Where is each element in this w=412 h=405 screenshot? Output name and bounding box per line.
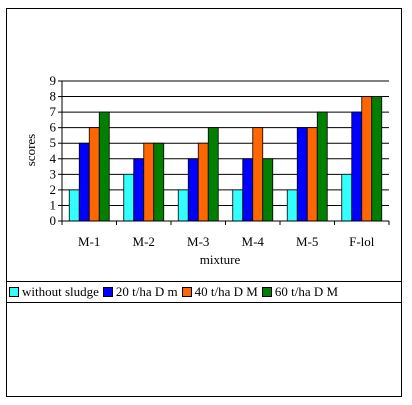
bar-f-lol-series-2 (351, 111, 363, 222)
legend-item-2: 20 t/ha D m (102, 284, 178, 300)
legend-label-2: 20 t/ha D m (115, 284, 178, 299)
legend-swatch-2 (102, 287, 113, 297)
legend-item-3: 40 t/ha D M (181, 284, 258, 300)
bar-m-1-series-2 (78, 142, 90, 222)
y-tick-label-4: 4 (50, 151, 57, 166)
legend-swatch-4 (261, 287, 272, 297)
bar-m-2-series-2 (133, 158, 145, 222)
x-tick-label-m-1: M-1 (78, 234, 100, 249)
bar-m-5-series-4 (316, 111, 328, 222)
bar-m-3-series-2 (187, 158, 199, 222)
legend-swatch-3 (181, 287, 192, 297)
legend: without sludge 20 t/ha D m 40 t/ha D M 60 t… (9, 284, 342, 300)
y-tick-label-7: 7 (50, 104, 57, 119)
bar-m-2-series-1 (123, 173, 135, 222)
bar-m-1-series-1 (68, 189, 80, 222)
x-axis-title: mixture (200, 252, 241, 267)
y-tick-label-6: 6 (50, 120, 57, 135)
x-tick-label-m-2: M-2 (133, 234, 155, 249)
bar-m-1-series-4 (98, 111, 110, 222)
legend-swatch-1 (9, 287, 19, 297)
legend-item-4: 60 t/ha D M (261, 284, 339, 300)
bar-m-4-series-2 (242, 158, 254, 222)
x-tick-label-m-3: M-3 (187, 234, 209, 249)
bar-m-5-series-1 (286, 189, 298, 222)
legend-box (6, 281, 402, 303)
y-tick-label-1: 1 (50, 197, 57, 212)
bar-m-4-series-3 (252, 127, 264, 222)
y-tick-label-8: 8 (50, 89, 57, 104)
chart-frame (6, 8, 402, 397)
x-tick-label-m-5: M-5 (296, 234, 318, 249)
bar-m-3-series-4 (207, 127, 219, 222)
bar-m-5-series-2 (296, 127, 308, 222)
x-tick-label-f-lol: F-lol (349, 234, 375, 249)
bar-f-lol-series-4 (371, 96, 383, 222)
legend-label-3: 40 t/ha D M (194, 284, 258, 299)
y-tick-label-5: 5 (50, 135, 57, 150)
bar-m-4-series-1 (232, 189, 244, 222)
y-axis-title: scores (23, 134, 38, 167)
bar-m-3-series-1 (177, 189, 189, 222)
bar-f-lol-series-1 (341, 173, 353, 222)
y-tick-label-2: 2 (50, 182, 57, 197)
bar-m-2-series-4 (153, 142, 165, 222)
legend-item-1: without sludge (9, 284, 99, 300)
bar-m-3-series-3 (197, 142, 209, 222)
x-tick-label-m-4: M-4 (242, 234, 265, 249)
bar-m-5-series-3 (306, 127, 318, 222)
y-tick-label-0: 0 (50, 213, 57, 228)
legend-label-4: 60 t/ha D M (274, 284, 339, 299)
bar-m-4-series-4 (262, 158, 274, 222)
bar-m-2-series-3 (143, 142, 155, 222)
bar-f-lol-series-3 (361, 96, 373, 222)
legend-label-1: without sludge (22, 284, 99, 299)
bar-m-1-series-3 (88, 127, 100, 222)
y-tick-label-3: 3 (50, 166, 57, 181)
y-tick-label-9: 9 (50, 73, 57, 88)
gridlines (62, 80, 389, 206)
axes (58, 80, 390, 225)
bars (68, 96, 383, 222)
